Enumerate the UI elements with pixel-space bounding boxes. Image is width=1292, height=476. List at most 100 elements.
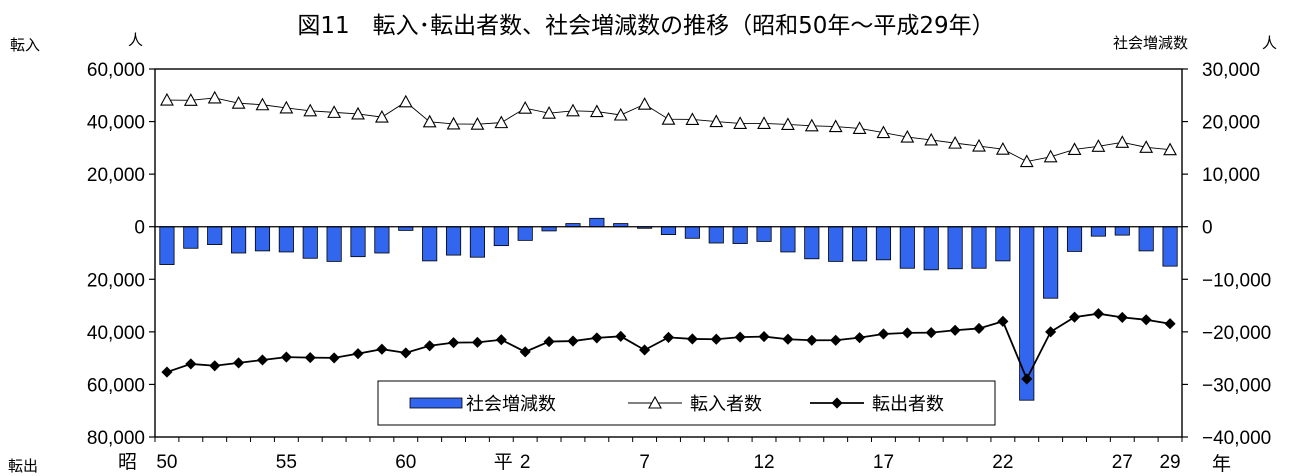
point-moving-out bbox=[376, 343, 388, 355]
x-tick-label: 60 bbox=[395, 452, 416, 473]
x-tick-label: 55 bbox=[276, 452, 297, 473]
left-axis-top-label: 転入 bbox=[10, 36, 40, 54]
plot-frame bbox=[154, 68, 1183, 438]
point-moving-out bbox=[1092, 308, 1104, 320]
x-tick-label: 17 bbox=[873, 452, 894, 473]
point-moving-in bbox=[446, 116, 461, 130]
point-moving-in bbox=[542, 106, 557, 119]
point-moving-out bbox=[639, 344, 651, 356]
point-moving-out bbox=[185, 358, 197, 370]
point-moving-in bbox=[709, 114, 724, 128]
point-moving-in bbox=[1091, 139, 1106, 152]
x-tick-label: 2 bbox=[520, 452, 531, 473]
point-moving-out bbox=[1164, 318, 1176, 330]
bar-social-change bbox=[684, 226, 700, 239]
bar-social-change bbox=[971, 226, 987, 269]
point-moving-out bbox=[925, 327, 937, 339]
point-moving-out bbox=[304, 352, 316, 364]
point-moving-in bbox=[852, 121, 867, 134]
left-tick-label: 40,000 bbox=[87, 113, 145, 134]
point-moving-out bbox=[973, 322, 985, 335]
point-moving-out bbox=[567, 335, 579, 347]
point-moving-in bbox=[1115, 135, 1130, 148]
x-tick-label: 12 bbox=[753, 452, 774, 473]
point-moving-in bbox=[1067, 142, 1082, 155]
bar-social-change bbox=[469, 226, 485, 258]
bar-social-change bbox=[350, 226, 366, 258]
point-moving-in bbox=[924, 132, 939, 146]
point-moving-out bbox=[519, 346, 531, 358]
chart-title: 図11 転入･転出者数、社会増減数の推移（昭和50年～平成29年） bbox=[297, 13, 994, 39]
point-moving-out bbox=[471, 336, 483, 348]
legend-marker-moving-in bbox=[648, 395, 662, 409]
x-tick-label: 22 bbox=[992, 452, 1013, 473]
point-moving-in bbox=[1139, 140, 1154, 153]
bar-social-change bbox=[1162, 226, 1178, 267]
plot-layer: 60,000 40,000 20,000 0 20,000 40,000 60,000 80,… bbox=[87, 60, 1271, 473]
point-moving-out bbox=[830, 334, 842, 346]
bar-social-change bbox=[302, 226, 318, 259]
point-moving-out bbox=[1045, 326, 1057, 338]
legend-swatch-social-change bbox=[409, 397, 463, 409]
bar-social-change bbox=[995, 226, 1011, 262]
left-tick-label: 80,000 bbox=[87, 428, 145, 449]
bar-social-change bbox=[445, 226, 462, 256]
bar-social-change bbox=[923, 226, 939, 271]
point-moving-in bbox=[828, 119, 843, 133]
point-moving-in bbox=[518, 101, 533, 114]
point-moving-out bbox=[161, 366, 173, 378]
bar-social-change bbox=[374, 226, 390, 254]
bar-social-change bbox=[207, 226, 223, 245]
point-moving-out bbox=[877, 328, 890, 340]
point-moving-in bbox=[661, 112, 676, 125]
x-tick-label: 7 bbox=[639, 452, 650, 473]
x-tick-label: 50 bbox=[156, 452, 177, 473]
point-moving-in bbox=[422, 114, 437, 128]
point-moving-in bbox=[327, 105, 342, 118]
point-moving-in bbox=[685, 112, 700, 126]
point-moving-in bbox=[207, 90, 222, 104]
legend-label-social-change: 社会増減数 bbox=[466, 394, 556, 415]
point-moving-out bbox=[209, 360, 221, 372]
point-moving-in bbox=[351, 106, 365, 120]
point-moving-in bbox=[589, 104, 604, 118]
bar-social-change bbox=[1138, 226, 1154, 252]
point-moving-out bbox=[1140, 314, 1152, 326]
legend-label-moving-in: 転入者数 bbox=[690, 394, 762, 415]
point-moving-in bbox=[757, 116, 771, 129]
point-moving-out bbox=[997, 315, 1009, 327]
legend-label-moving-out: 転出者数 bbox=[872, 394, 944, 415]
point-moving-in bbox=[804, 118, 819, 132]
legend: 社会増減数 転入者数 転出者数 bbox=[377, 380, 996, 426]
right-tick-label: −20,000 bbox=[1202, 323, 1271, 344]
bar-social-change bbox=[517, 226, 533, 241]
point-moving-out bbox=[615, 330, 627, 342]
right-tick-label: 30,000 bbox=[1202, 60, 1260, 81]
point-moving-in bbox=[995, 142, 1010, 155]
point-moving-out bbox=[256, 354, 269, 366]
point-moving-in bbox=[279, 100, 294, 114]
bar-social-change bbox=[254, 226, 271, 252]
point-moving-in bbox=[303, 103, 318, 117]
point-moving-out bbox=[758, 331, 770, 343]
point-moving-out bbox=[280, 351, 292, 363]
point-moving-in bbox=[1019, 154, 1034, 168]
bar-social-change bbox=[828, 226, 844, 262]
left-axis-bottom-label: 転出 bbox=[8, 457, 38, 475]
bar-social-change bbox=[1066, 226, 1083, 252]
point-moving-out bbox=[1068, 311, 1081, 323]
point-moving-in bbox=[470, 117, 485, 130]
x-era-showa: 昭 bbox=[118, 452, 137, 473]
bar-social-change bbox=[756, 226, 772, 242]
bar-social-change bbox=[422, 226, 438, 262]
point-moving-in bbox=[231, 96, 246, 109]
point-moving-out bbox=[447, 337, 460, 349]
left-axis-unit: 人 bbox=[128, 31, 143, 49]
point-moving-out bbox=[543, 336, 555, 348]
point-moving-in bbox=[255, 97, 270, 111]
point-moving-in bbox=[900, 129, 915, 143]
bar-social-change bbox=[493, 226, 509, 247]
bar-social-change bbox=[183, 226, 199, 249]
point-moving-in bbox=[948, 135, 963, 149]
bar-social-change bbox=[159, 226, 175, 265]
